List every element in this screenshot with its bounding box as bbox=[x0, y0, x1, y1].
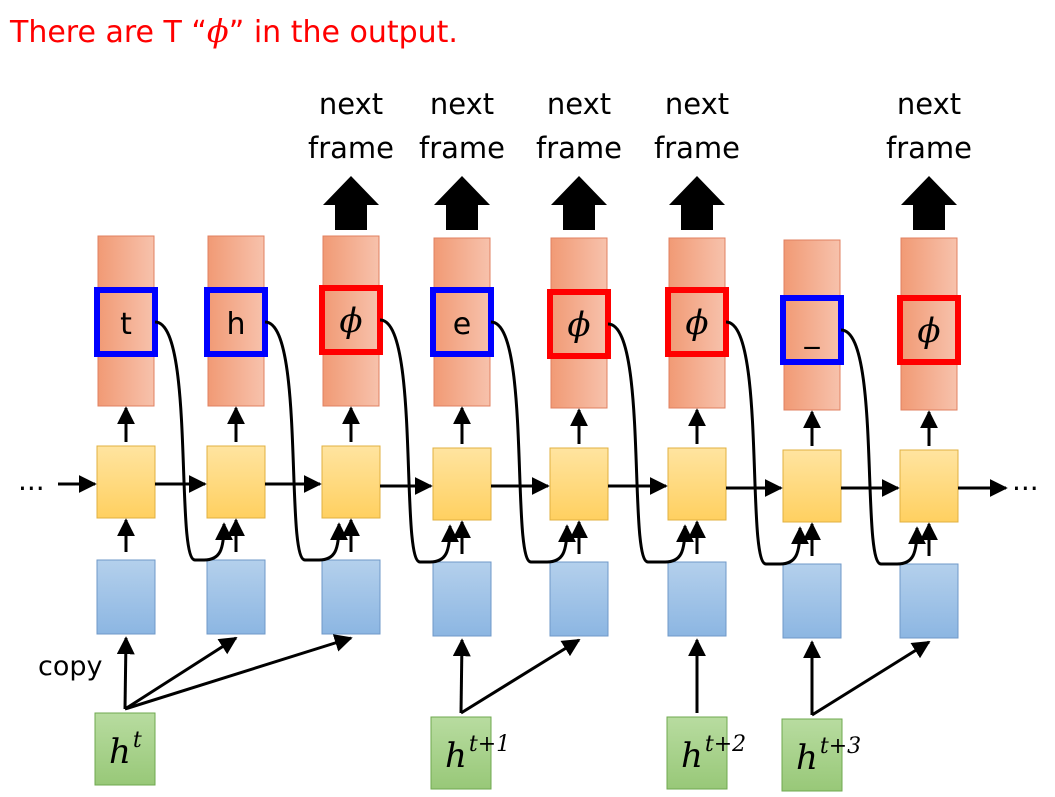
blank-highlight-box bbox=[897, 295, 961, 365]
input-cell bbox=[667, 561, 727, 637]
char-token-label: e bbox=[453, 307, 471, 342]
next-frame-label-line2: frame bbox=[654, 131, 740, 165]
feedback-curve-arrow bbox=[725, 320, 809, 566]
title-text-after: ” in the output. bbox=[229, 15, 458, 50]
hidden-state-base: h bbox=[109, 732, 131, 772]
output-column bbox=[550, 237, 608, 409]
blank-token-label: ϕ bbox=[339, 301, 362, 341]
hidden-state-box bbox=[666, 716, 728, 790]
next-frame-label-line2: frame bbox=[886, 131, 972, 165]
hidden-state-label: ht+3 bbox=[796, 734, 861, 778]
next-frame-arrow-icon bbox=[669, 176, 725, 230]
input-cell bbox=[432, 561, 492, 637]
feedback-curve-arrow bbox=[264, 320, 348, 562]
next-frame-arrow-icon bbox=[901, 176, 957, 230]
ellipsis-right: ... bbox=[1012, 464, 1039, 497]
hidden-state-box bbox=[94, 712, 156, 786]
feedback-curve-arrow bbox=[154, 320, 233, 562]
feedback-curve-arrow bbox=[607, 322, 694, 564]
next-frame-arrow-icon bbox=[323, 176, 379, 230]
next-frame-label-line1: next bbox=[319, 87, 383, 121]
diagram-labels: t h ϕnextframeenextframeϕnextframeϕnextfra… bbox=[109, 87, 972, 778]
rnn-cell bbox=[782, 449, 842, 523]
diagram-shapes bbox=[94, 176, 961, 792]
input-cell bbox=[96, 559, 156, 635]
hidden-state-label: ht bbox=[109, 728, 142, 772]
copy-arrow bbox=[124, 636, 238, 711]
ellipsis-left: ... bbox=[18, 464, 45, 497]
rnn-cell bbox=[667, 447, 727, 521]
input-cell bbox=[321, 559, 381, 635]
output-column bbox=[322, 235, 380, 407]
hidden-state-superscript: t+3 bbox=[820, 734, 861, 759]
output-column bbox=[668, 237, 726, 409]
next-frame-label-line1: next bbox=[547, 87, 611, 121]
hidden-state-base: h bbox=[445, 736, 467, 776]
hidden-state-superscript: t+2 bbox=[705, 732, 746, 757]
hidden-state-superscript: t bbox=[133, 728, 142, 753]
hidden-state-box bbox=[781, 718, 843, 792]
rnn-cell bbox=[899, 449, 959, 523]
hidden-state-box bbox=[430, 716, 492, 790]
output-column bbox=[900, 237, 958, 411]
title-text-before: There are T “ bbox=[9, 15, 207, 50]
next-frame-label-line1: next bbox=[665, 87, 729, 121]
hidden-state-label: ht+1 bbox=[445, 732, 510, 776]
next-frame-label-line1: next bbox=[897, 87, 961, 121]
feedback-curve-arrow bbox=[840, 328, 926, 566]
blank-token-label: ϕ bbox=[567, 305, 590, 345]
rnn-cell bbox=[549, 447, 609, 521]
hidden-state-base: h bbox=[681, 736, 703, 776]
next-frame-arrow-icon bbox=[551, 176, 607, 230]
copy-arrow bbox=[460, 638, 581, 715]
diagram-connections bbox=[58, 318, 1008, 717]
char-token-label: t bbox=[120, 307, 132, 342]
blank-token-label: ϕ bbox=[685, 303, 708, 343]
next-frame-label-line2: frame bbox=[308, 131, 394, 165]
hidden-state-superscript: t+1 bbox=[469, 732, 510, 757]
slide-title: There are T “ϕ” in the output. bbox=[9, 12, 458, 50]
copy-arrow bbox=[452, 638, 471, 714]
feedback-curve-arrow bbox=[379, 318, 459, 564]
input-cell bbox=[782, 563, 842, 639]
char-token-label: h bbox=[226, 307, 245, 342]
blank-token-label: ϕ bbox=[917, 311, 940, 351]
next-frame-arrow-icon bbox=[434, 176, 490, 230]
copy-arrow bbox=[116, 636, 135, 710]
input-cell bbox=[899, 563, 959, 639]
output-column bbox=[207, 235, 265, 407]
next-frame-label-line2: frame bbox=[536, 131, 622, 165]
output-column bbox=[783, 239, 841, 411]
next-frame-label-line2: frame bbox=[419, 131, 505, 165]
rnn-cell bbox=[321, 445, 381, 519]
hidden-state-base: h bbox=[796, 738, 818, 778]
copy-arrow bbox=[124, 634, 353, 711]
hidden-state-label: ht+2 bbox=[681, 732, 746, 776]
feedback-curve-arrow bbox=[490, 320, 576, 564]
copy-label: copy bbox=[38, 651, 103, 682]
rnn-cell bbox=[206, 445, 266, 519]
rnn-cell bbox=[432, 447, 492, 521]
input-cell bbox=[549, 561, 609, 637]
input-cell bbox=[206, 559, 266, 635]
copy-arrow bbox=[811, 640, 931, 717]
rnn-cell bbox=[96, 445, 156, 519]
char-token-label: _ bbox=[804, 315, 821, 350]
output-column bbox=[97, 235, 155, 407]
next-frame-label-line1: next bbox=[430, 87, 494, 121]
title-phi-symbol: ϕ bbox=[207, 12, 229, 50]
